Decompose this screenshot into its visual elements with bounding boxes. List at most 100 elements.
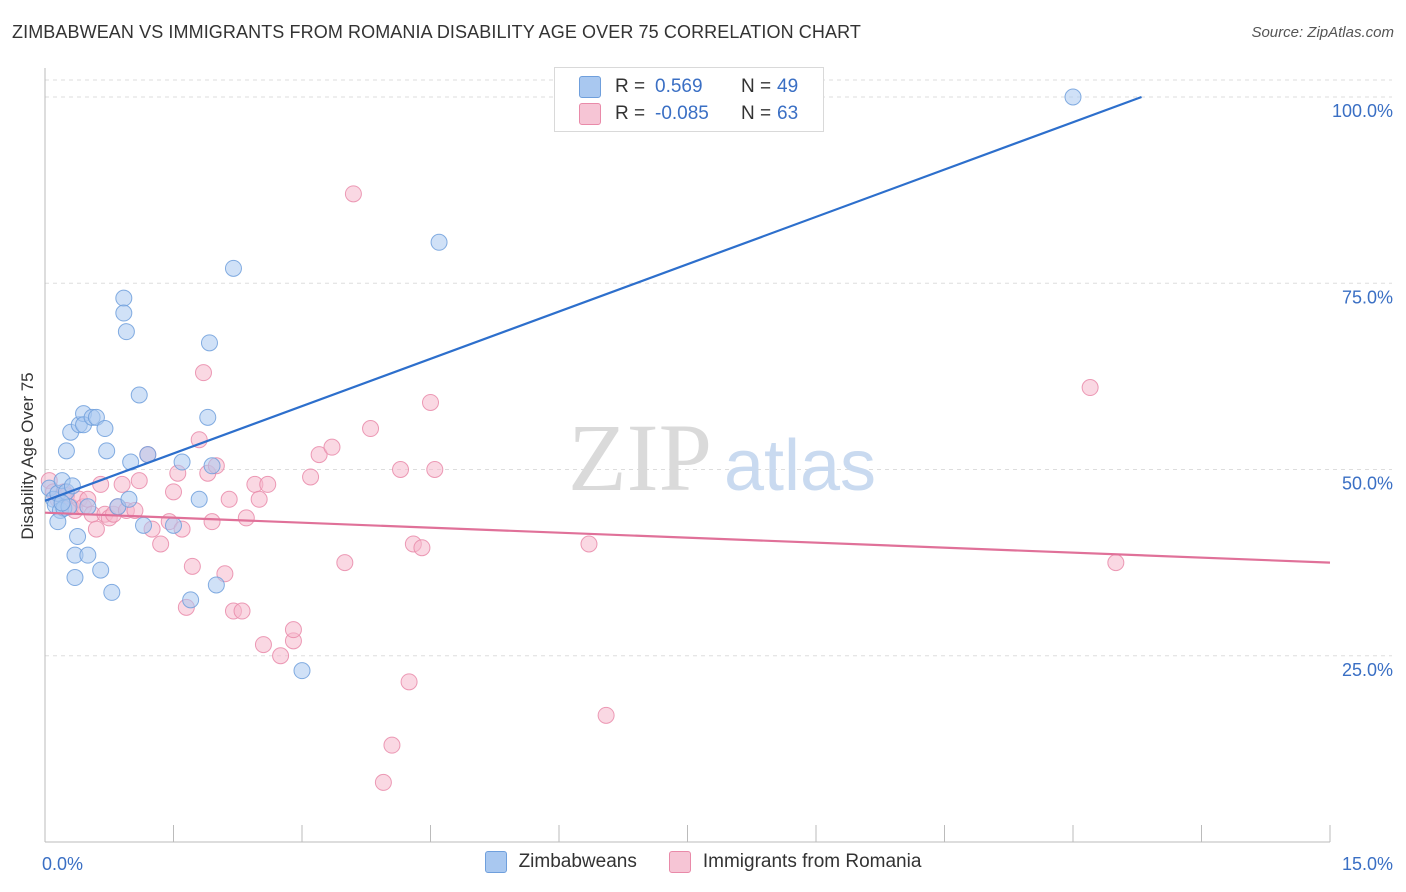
data-point: [115, 304, 133, 322]
watermark-zip: ZIP: [568, 404, 712, 511]
data-point: [1107, 554, 1125, 572]
tick-labels: 25.0% 50.0% 75.0% 100.0% 0.0% 15.0%: [42, 101, 1393, 874]
data-point: [374, 773, 392, 791]
data-point: [422, 393, 439, 411]
data-point: [79, 498, 97, 516]
legend-r-label: R =: [615, 103, 646, 124]
data-point: [426, 461, 444, 478]
data-point: [96, 420, 114, 438]
legend-r-label: R =: [615, 76, 646, 97]
grid-lines: [45, 79, 1392, 657]
legend-n-label: N =: [741, 76, 772, 97]
legend-label-romania: Immigrants from Romania: [702, 851, 922, 872]
data-point: [272, 647, 290, 665]
legend-swatch-blue: [579, 76, 601, 98]
legend-label-zimbabweans: Zimbabweans: [518, 851, 637, 872]
data-point: [203, 457, 221, 475]
y-tick-label: 50.0%: [1342, 474, 1393, 494]
y-tick-label: 25.0%: [1342, 660, 1393, 680]
chart-title: ZIMBABWEAN VS IMMIGRANTS FROM ROMANIA DI…: [12, 22, 861, 42]
watermark-atlas: atlas: [724, 426, 876, 506]
data-point: [254, 636, 272, 654]
y-tick-label: 75.0%: [1342, 287, 1393, 307]
axes: [44, 68, 1331, 843]
data-point: [1081, 379, 1099, 397]
data-point: [400, 673, 418, 691]
data-point: [293, 662, 311, 680]
data-point: [165, 483, 182, 501]
data-point: [98, 442, 116, 460]
data-point: [183, 557, 201, 575]
legend-item-zimbabweans: Zimbabweans: [484, 851, 637, 873]
y-tick-label: 100.0%: [1332, 101, 1393, 121]
data-point: [103, 583, 121, 601]
source-label: Source: ZipAtlas.com: [1251, 24, 1394, 41]
legend-swatch-pink: [579, 103, 601, 125]
trend-lines: [44, 95, 1331, 564]
data-point: [173, 453, 191, 471]
trend-line-pink: [44, 511, 1331, 564]
data-point: [362, 420, 380, 438]
data-point: [194, 364, 212, 382]
data-point: [310, 446, 328, 464]
legend-swatch-pink: [668, 851, 691, 873]
legend-r-value: -0.085: [655, 103, 709, 124]
data-point: [259, 475, 277, 493]
data-point: [135, 516, 153, 534]
data-point: [323, 438, 341, 456]
data-point: [57, 442, 75, 460]
data-point: [224, 259, 242, 277]
data-point: [117, 323, 135, 341]
trend-line-blue: [44, 95, 1142, 502]
data-point: [413, 539, 431, 557]
y-axis-label: Disability Age Over 75: [18, 372, 37, 539]
data-point: [199, 408, 217, 426]
data-point: [66, 569, 84, 587]
data-point: [237, 509, 255, 527]
data-point: [190, 490, 208, 508]
data-point: [87, 408, 105, 426]
data-point: [200, 334, 218, 352]
data-point: [165, 516, 182, 534]
legend-row-romania: R = -0.085 N = 63: [579, 101, 798, 127]
data-point: [302, 468, 320, 486]
data-point: [79, 546, 97, 564]
data-point: [120, 490, 138, 508]
x-tick-label: 15.0%: [1342, 854, 1393, 874]
series-zimbabweans-points: [40, 88, 1082, 680]
data-point: [207, 576, 225, 594]
data-point: [344, 185, 362, 203]
legend-n-value: 49: [777, 76, 799, 97]
data-point: [1064, 88, 1082, 106]
data-point: [392, 461, 410, 478]
data-point: [383, 736, 401, 754]
series-legend: Zimbabweans Immigrants from Romania: [0, 851, 1406, 873]
data-point: [152, 535, 170, 553]
legend-n-value: 63: [777, 103, 799, 124]
data-point: [233, 602, 251, 620]
legend-item-romania: Immigrants from Romania: [668, 851, 922, 873]
legend-n-label: N =: [741, 103, 772, 124]
data-point: [87, 520, 105, 538]
legend-row-zimbabweans: R = 0.569 N = 49: [579, 74, 798, 100]
data-point: [580, 535, 598, 553]
data-point: [216, 565, 234, 583]
data-point: [284, 621, 302, 639]
legend-r-value: 0.569: [655, 76, 703, 97]
legend-swatch-blue: [484, 851, 507, 873]
data-point: [182, 591, 200, 609]
data-point: [130, 386, 148, 404]
x-tick-label: 0.0%: [42, 854, 83, 874]
data-point: [336, 554, 354, 572]
data-point: [92, 561, 110, 579]
data-point: [113, 475, 131, 493]
data-point: [597, 706, 615, 724]
correlation-legend: R = 0.569 N = 49 R = -0.085 N = 63: [554, 67, 824, 132]
data-point: [250, 490, 268, 508]
watermark: ZIP atlas: [568, 404, 876, 511]
data-point: [69, 528, 87, 546]
data-point: [49, 513, 67, 531]
data-point: [430, 233, 448, 251]
data-point: [130, 472, 148, 490]
